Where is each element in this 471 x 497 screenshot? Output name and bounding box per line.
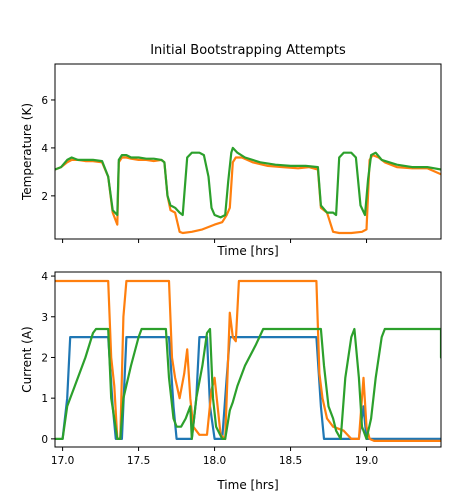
- current-y-axis-label: Current (A): [20, 326, 34, 392]
- temperature-series-line-1: [55, 154, 441, 235]
- current-y-tick-label: 0: [41, 434, 48, 446]
- current-y-tick-label: 4: [41, 271, 48, 283]
- current-y-tick-label: 2: [41, 352, 48, 364]
- temperature-panel: 2 4 6 Time [hrs] Temperature (K): [20, 63, 442, 258]
- temperature-y-tick-label: 2: [41, 191, 48, 203]
- current-y-tick-label: 1: [41, 393, 48, 405]
- temperature-plot-frame: [54, 63, 442, 240]
- current-x-tick-label: 19.0: [355, 455, 378, 467]
- current-plot-frame: [54, 271, 442, 448]
- current-series-line-2: [55, 279, 441, 442]
- current-y-tick-label: 3: [41, 312, 48, 324]
- current-x-tick-label: 17.0: [51, 455, 74, 467]
- current-x-tick-label: 18.0: [203, 455, 226, 467]
- current-x-tick-label: 17.5: [127, 455, 150, 467]
- temperature-y-tick-label: 6: [41, 95, 48, 107]
- current-x-axis-label: Time [hrs]: [216, 478, 278, 492]
- current-panel: 17.0 17.5 18.0 18.5 19.0 0 1 2 3 4 Time [hrs] Cur…: [20, 271, 442, 492]
- temperature-y-axis-label: Temperature (K): [20, 103, 34, 201]
- current-series-line-3: [55, 327, 441, 440]
- figure-title: Initial Bootstrapping Attempts: [150, 43, 346, 58]
- temperature-series-line-2: [55, 146, 441, 219]
- current-x-tick-label: 18.5: [279, 455, 302, 467]
- temperature-x-axis-label: Time [hrs]: [216, 244, 278, 258]
- temperature-y-tick-label: 4: [41, 143, 48, 155]
